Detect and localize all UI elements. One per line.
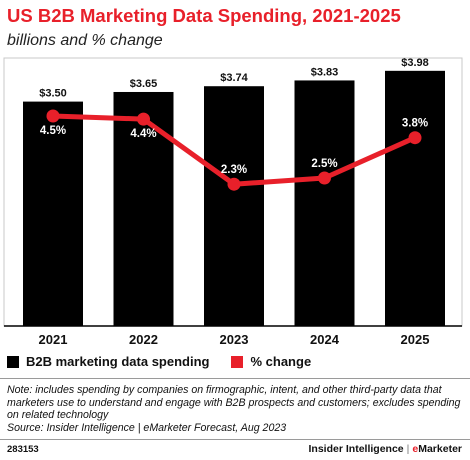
bar (113, 91, 174, 326)
change-point (137, 112, 150, 126)
change-value-label: 4.5% (40, 125, 66, 137)
bar-value-label: $3.50 (39, 88, 67, 100)
change-point (318, 171, 331, 185)
bar-value-label: $3.74 (220, 72, 248, 84)
brand-name: Insider Intelligence (308, 443, 404, 455)
bar-value-label: $3.65 (130, 78, 158, 90)
legend-label-change: % change (250, 354, 312, 369)
chart-title: US B2B Marketing Data Spending, 2021-202… (7, 5, 401, 26)
x-tick-label: 2021 (39, 332, 68, 345)
x-tick-label: 2023 (220, 332, 249, 345)
x-tick-label: 2022 (129, 332, 158, 345)
divider (0, 439, 470, 440)
change-value-label: 2.5% (311, 158, 337, 170)
note-text: Note: includes spending by companies on … (7, 384, 461, 422)
legend-swatch-line (231, 355, 244, 368)
brand-separator: | (406, 443, 410, 455)
legend: B2B marketing data spending % change (7, 354, 333, 369)
change-value-label: 3.8% (402, 118, 428, 130)
divider (0, 378, 470, 379)
legend-swatch-bar (7, 355, 19, 368)
bar-value-label: $3.83 (311, 66, 339, 78)
bar (294, 80, 355, 327)
chart-plot: $3.50 $3.65 $3.74 $3.83 $3.98 2021 2022 2023 202… (3, 57, 463, 345)
bar (23, 101, 83, 326)
x-tick-label: 2024 (310, 332, 340, 345)
chart-subtitle: billions and % change (7, 32, 163, 49)
legend-item-change: % change (231, 354, 311, 369)
bar (385, 70, 445, 326)
brand-accent: e (412, 443, 419, 455)
change-point (408, 131, 422, 145)
change-point (227, 177, 241, 191)
brand-footer: Insider Intelligence | eMarketer (309, 443, 462, 455)
change-point (46, 109, 60, 123)
bar-value-label: $3.98 (401, 57, 429, 69)
change-value-label: 2.3% (221, 164, 247, 176)
legend-label-spending: B2B marketing data spending (26, 354, 210, 369)
chart-id: 283153 (7, 444, 39, 455)
change-value-label: 4.4% (130, 128, 156, 140)
x-tick-label: 2025 (401, 332, 430, 345)
bar (204, 86, 264, 326)
brand-name-2: Marketer (418, 443, 462, 455)
legend-item-spending: B2B marketing data spending (7, 354, 209, 369)
source-text: Source: Insider Intelligence | eMarketer… (7, 421, 287, 434)
note-block: Note: includes spending by companies on … (7, 384, 463, 434)
